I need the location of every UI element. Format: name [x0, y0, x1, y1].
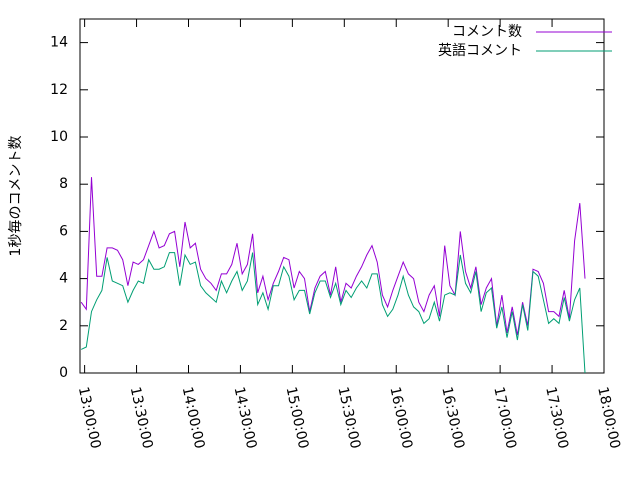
y-tick-label: 6	[59, 223, 68, 239]
y-tick-label: 10	[50, 129, 68, 145]
y-tick-label: 12	[50, 82, 68, 98]
plot-border	[79, 18, 605, 374]
legend-label: コメント数	[452, 24, 522, 40]
y-tick-label: 14	[50, 35, 68, 51]
y-tick-label: 0	[59, 365, 68, 381]
x-tick-label: 15:00:00	[283, 385, 312, 450]
x-tick-label: 16:00:00	[386, 385, 415, 450]
x-tick-label: 13:30:00	[127, 385, 156, 450]
x-tick-label: 13:00:00	[75, 385, 104, 450]
x-tick-label: 14:00:00	[179, 385, 208, 450]
x-tick-label: 15:30:00	[334, 385, 363, 450]
x-tick-label: 17:00:00	[490, 385, 519, 450]
y-tick-label: 4	[59, 271, 68, 287]
legend-label: 英語コメント	[438, 42, 522, 59]
x-tick-label: 17:30:00	[542, 385, 571, 450]
y-tick-label: 2	[59, 318, 68, 334]
y-axis-label: 1秒毎のコメント数	[8, 136, 24, 257]
y-tick-label: 8	[59, 176, 68, 192]
series-line	[80, 177, 586, 336]
x-tick-label: 14:30:00	[231, 385, 260, 450]
x-tick-label: 18:00:00	[594, 385, 623, 450]
series-line	[80, 252, 586, 374]
x-tick-label: 16:30:00	[438, 385, 467, 450]
